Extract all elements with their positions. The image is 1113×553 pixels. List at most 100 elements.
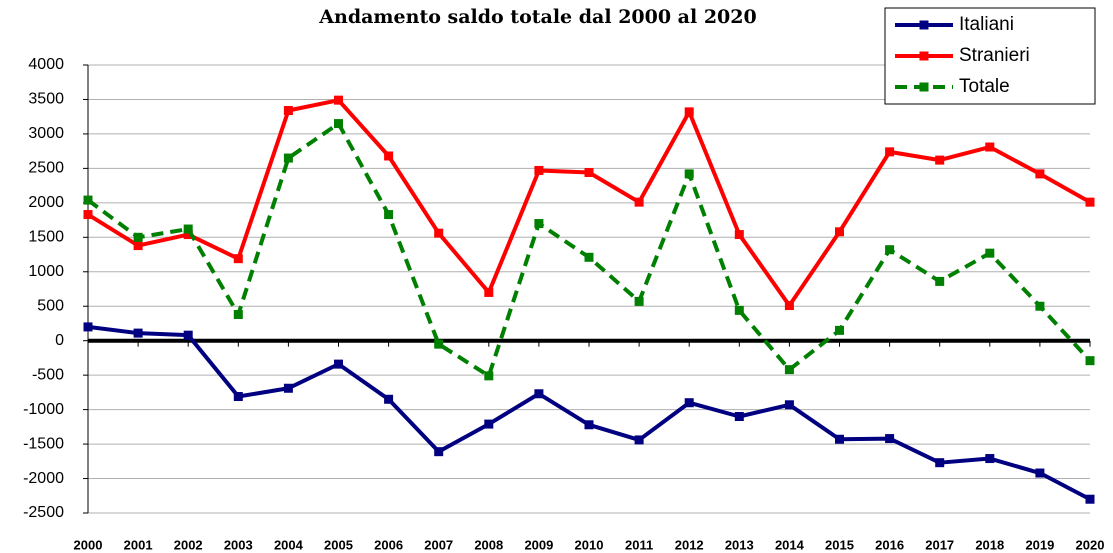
series-marker [985, 142, 995, 152]
series-line [87, 324, 1091, 501]
legend-label: Totale [959, 76, 1010, 97]
chart-title: Andamento saldo totale dal 2000 al 2020 [318, 6, 756, 28]
legend-marker [919, 51, 929, 61]
y-tick-label: 1500 [28, 229, 64, 246]
y-tick-label: 2500 [28, 160, 64, 177]
series-marker [384, 394, 394, 404]
series-marker [183, 330, 193, 340]
series-marker [634, 197, 644, 207]
y-tick-label: -2500 [23, 504, 64, 521]
series-marker [484, 371, 494, 381]
series-marker [634, 435, 644, 445]
x-tick-label: 2020 [1076, 537, 1105, 552]
series-marker [584, 252, 594, 262]
x-tick-label: 2003 [224, 537, 253, 552]
x-tick-label: 2001 [124, 537, 153, 552]
series-marker [83, 210, 93, 220]
series-marker [835, 227, 844, 237]
series-marker [634, 296, 644, 306]
series-marker [1035, 169, 1045, 179]
series-marker [784, 301, 794, 311]
series-marker [935, 155, 945, 165]
series-marker [734, 230, 744, 240]
series-marker [233, 392, 243, 402]
series-marker [534, 389, 544, 399]
legend-label: Stranieri [959, 45, 1030, 66]
series-marker [233, 310, 243, 320]
series-marker [1085, 197, 1095, 207]
series-marker [684, 398, 694, 408]
series-marker [885, 147, 895, 157]
series-marker [885, 245, 895, 255]
x-tick-label: 2004 [274, 537, 304, 552]
y-tick-label: 4000 [28, 56, 64, 73]
x-tick-label: 2000 [74, 537, 103, 552]
series-marker [283, 105, 293, 115]
series-marker [534, 165, 544, 175]
series-marker [133, 241, 143, 251]
x-tick-label: 2012 [675, 537, 704, 552]
series-marker [734, 305, 744, 315]
series-marker [1085, 494, 1095, 504]
x-tick-label: 2015 [825, 537, 854, 552]
x-tick-label: 2011 [625, 537, 653, 552]
x-tick-label: 2013 [725, 537, 754, 552]
legend-label: Italiani [959, 14, 1014, 35]
x-tick-label: 2008 [474, 537, 503, 552]
series-marker [885, 434, 895, 444]
series-marker [434, 447, 444, 457]
series-marker [935, 276, 945, 286]
series-marker [534, 219, 544, 229]
series-marker [334, 95, 343, 105]
series-marker [133, 232, 143, 242]
series-marker [183, 230, 193, 240]
series-marker [283, 153, 293, 163]
series-marker [83, 322, 93, 332]
x-tick-label: 2018 [975, 537, 1004, 552]
series-marker [1035, 468, 1045, 478]
y-tick-label: 3000 [28, 125, 64, 142]
series-marker [384, 151, 394, 161]
series-marker [1035, 301, 1045, 311]
y-tick-label: 500 [37, 297, 64, 314]
series-marker [133, 328, 143, 338]
y-tick-label: -1500 [23, 435, 64, 452]
x-tick-label: 2019 [1025, 537, 1054, 552]
series-marker [183, 224, 193, 234]
series-marker [835, 325, 844, 335]
x-tick-label: 2007 [424, 537, 453, 552]
x-tick-label: 2002 [174, 537, 203, 552]
x-tick-label: 2009 [524, 537, 553, 552]
y-tick-label: -500 [32, 366, 64, 383]
series-marker [684, 169, 694, 179]
series-marker [584, 168, 594, 178]
y-tick-label: 3500 [28, 91, 64, 108]
series-marker [985, 248, 995, 258]
y-tick-label: 0 [55, 332, 64, 349]
series-marker [434, 228, 444, 238]
x-tick-label: 2014 [775, 537, 805, 552]
series-marker [83, 195, 93, 205]
y-tick-label: 2000 [28, 194, 64, 211]
series-marker [233, 254, 243, 264]
legend-marker [919, 20, 929, 30]
series-marker [935, 458, 945, 468]
x-tick-label: 2017 [925, 537, 954, 552]
series-marker [283, 383, 293, 393]
x-tick-label: 2016 [875, 537, 904, 552]
series-marker [784, 400, 794, 410]
series-marker [434, 339, 444, 349]
series-marker [985, 454, 995, 464]
y-tick-label: -2000 [23, 470, 64, 487]
series-marker [334, 119, 343, 129]
y-tick-label: 1000 [28, 263, 64, 280]
series-marker [1085, 356, 1095, 366]
series-marker [684, 107, 694, 117]
y-tick-label: -1000 [23, 401, 64, 418]
series-marker [334, 359, 343, 369]
series-marker [584, 420, 594, 430]
series-marker [734, 412, 744, 422]
legend-marker [919, 82, 929, 92]
series-marker [484, 419, 494, 429]
